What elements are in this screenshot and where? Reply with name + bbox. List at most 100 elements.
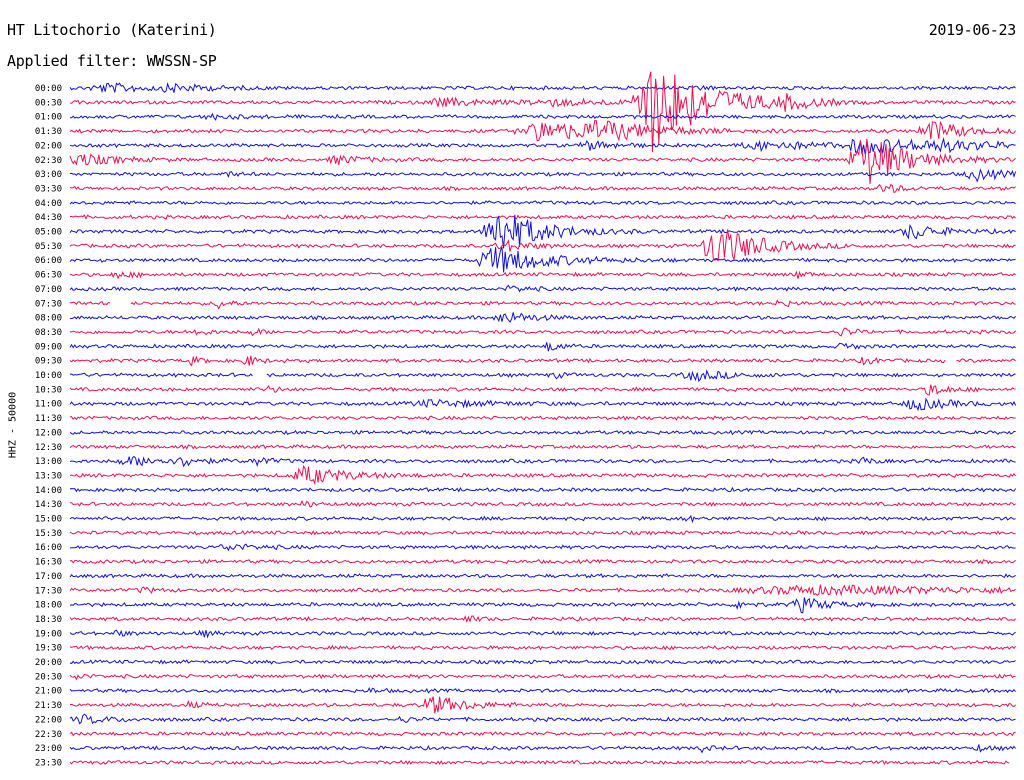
time-tick-label: 21:00 bbox=[35, 687, 62, 697]
trace-line bbox=[69, 369, 1016, 383]
time-tick-label: 08:30 bbox=[35, 328, 62, 338]
time-tick-label: 17:00 bbox=[35, 572, 62, 582]
trace-line bbox=[69, 573, 1016, 579]
trace-line bbox=[69, 644, 1016, 651]
filter-label: Applied filter: WWSSN-SP bbox=[7, 52, 217, 70]
time-tick-label: 23:00 bbox=[35, 744, 62, 754]
time-tick-label: 05:00 bbox=[35, 228, 62, 238]
time-tick-label: 01:30 bbox=[35, 127, 62, 137]
time-tick-label: 01:00 bbox=[35, 113, 62, 123]
trace-line bbox=[69, 284, 1016, 293]
trace-line bbox=[69, 615, 1016, 623]
time-tick-label: 18:00 bbox=[35, 601, 62, 611]
time-tick-label: 09:00 bbox=[35, 342, 62, 352]
trace-line bbox=[69, 464, 1016, 486]
trace-line bbox=[69, 584, 1016, 597]
trace-line bbox=[69, 486, 1017, 493]
trace-line bbox=[69, 71, 1016, 153]
trace-line bbox=[69, 558, 1016, 565]
trace-line bbox=[69, 214, 1016, 249]
time-tick-label: 00:00 bbox=[35, 84, 62, 94]
time-tick-label: 19:00 bbox=[35, 629, 62, 639]
trace-line bbox=[69, 342, 1016, 352]
time-tick-label: 18:30 bbox=[35, 615, 62, 625]
time-tick-label: 11:30 bbox=[35, 414, 62, 424]
trace-line bbox=[69, 696, 1016, 714]
time-tick-label: 06:30 bbox=[35, 271, 62, 281]
time-tick-label: 03:00 bbox=[35, 170, 62, 180]
trace-line bbox=[69, 183, 1016, 194]
trace-line bbox=[69, 514, 1016, 524]
time-tick-label: 02:30 bbox=[35, 156, 62, 166]
trace-line bbox=[69, 81, 1016, 94]
time-tick-label: 16:00 bbox=[35, 543, 62, 553]
time-tick-label: 04:30 bbox=[35, 213, 62, 223]
time-tick-label: 15:30 bbox=[35, 529, 62, 539]
time-tick-label: 03:30 bbox=[35, 184, 62, 194]
time-tick-label: 06:00 bbox=[35, 256, 62, 266]
time-tick-label: 23:30 bbox=[35, 758, 62, 768]
time-tick-label: 13:30 bbox=[35, 471, 62, 481]
time-tick-label: 22:00 bbox=[35, 715, 62, 725]
trace-line bbox=[69, 687, 1016, 694]
time-tick-label: 11:00 bbox=[35, 400, 62, 410]
trace-line bbox=[70, 112, 1016, 121]
trace-line bbox=[69, 312, 1016, 323]
time-tick-label: 10:30 bbox=[35, 385, 62, 395]
trace-line bbox=[69, 759, 1010, 766]
trace-line bbox=[69, 214, 1016, 220]
time-tick-label: 14:00 bbox=[35, 486, 62, 496]
trace-line bbox=[69, 499, 1016, 508]
time-tick-label: 20:30 bbox=[35, 672, 62, 682]
trace-line bbox=[69, 200, 1016, 206]
time-tick-label: 09:30 bbox=[35, 357, 62, 367]
trace-line bbox=[69, 137, 1016, 155]
trace-line bbox=[69, 530, 1016, 536]
time-tick-label: 07:00 bbox=[35, 285, 62, 295]
trace-line bbox=[69, 415, 1016, 421]
trace-line bbox=[69, 119, 1017, 142]
trace-line bbox=[69, 429, 1016, 436]
time-tick-label: 17:30 bbox=[35, 586, 62, 596]
trace-line bbox=[69, 246, 1016, 273]
time-tick-label: 21:30 bbox=[35, 701, 62, 711]
trace-line bbox=[69, 327, 1016, 337]
trace-line bbox=[69, 597, 1016, 614]
time-tick-label: 08:00 bbox=[35, 314, 62, 324]
time-tick-label: 15:00 bbox=[35, 515, 62, 525]
trace-line bbox=[69, 629, 1016, 639]
trace-line bbox=[69, 138, 1016, 185]
trace-line bbox=[69, 443, 1016, 450]
time-tick-label: 00:30 bbox=[35, 98, 62, 108]
trace-line bbox=[69, 299, 1016, 310]
trace-line bbox=[69, 455, 1016, 468]
station-title: HT Litochorio (Katerini) bbox=[7, 21, 217, 39]
time-tick-label: 10:00 bbox=[35, 371, 62, 381]
trace-line bbox=[69, 384, 1016, 396]
trace-line bbox=[69, 270, 1016, 280]
time-tick-label: 20:00 bbox=[35, 658, 62, 668]
record-date: 2019-06-23 bbox=[928, 21, 1017, 39]
trace-line bbox=[69, 730, 1016, 737]
time-tick-label: 02:00 bbox=[35, 141, 62, 151]
time-tick-label: 14:30 bbox=[35, 500, 62, 510]
trace-line bbox=[69, 397, 1017, 412]
trace-line bbox=[69, 673, 1016, 681]
trace-line bbox=[69, 713, 1016, 725]
trace-line bbox=[69, 659, 1016, 665]
trace-line bbox=[69, 168, 1017, 183]
time-tick-label: 19:30 bbox=[35, 644, 62, 654]
time-tick-label: 13:00 bbox=[35, 457, 62, 467]
time-tick-label: 05:30 bbox=[35, 242, 62, 252]
trace-line bbox=[69, 355, 1016, 367]
trace-line bbox=[69, 229, 1016, 262]
time-tick-label: 16:30 bbox=[35, 558, 62, 568]
time-tick-label: 22:30 bbox=[35, 730, 62, 740]
time-tick-label: 12:30 bbox=[35, 443, 62, 453]
trace-line bbox=[69, 744, 1016, 754]
time-tick-label: 12:00 bbox=[35, 428, 62, 438]
time-tick-label: 07:30 bbox=[35, 299, 62, 309]
time-tick-label: 04:00 bbox=[35, 199, 62, 209]
trace-line bbox=[69, 543, 1016, 552]
